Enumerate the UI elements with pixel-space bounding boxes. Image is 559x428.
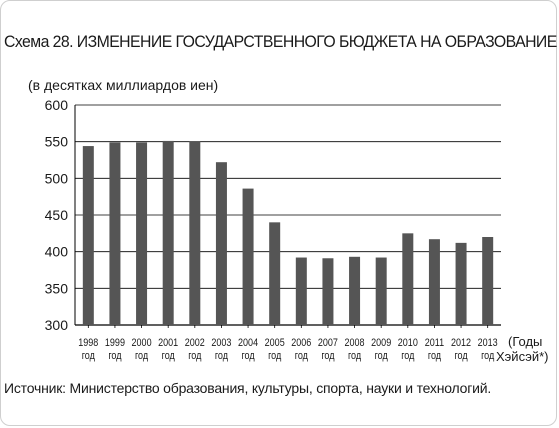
x-tick-year-word: год [82,350,95,362]
x-tick-year-word: год [321,350,334,362]
bar [215,162,227,325]
bar [428,239,440,325]
x-tick-label: 2005 [265,337,285,349]
x-tick-year-word: год [188,350,201,362]
bar [242,188,254,325]
bar [402,233,414,325]
x-axis-label: Хэйсэй*) [496,349,549,364]
y-axis-label: (в десятках миллиардов иен) [28,77,219,93]
x-tick-year-word: год [481,350,494,362]
y-tick-label: 500 [45,170,69,186]
x-axis-label: (Годы [508,334,542,349]
x-tick-year-word: год [108,350,121,362]
x-tick-label: 2013 [478,337,498,349]
x-tick-year-word: год [215,350,228,362]
x-tick-year-word: год [454,350,467,362]
x-tick-year-word: год [268,350,281,362]
y-tick-label: 550 [45,134,69,150]
bar [455,242,467,325]
source-note: Источник: Министерство образования, куль… [4,380,492,396]
x-tick-label: 2008 [345,337,365,349]
bar [162,140,174,325]
x-tick-year-word: год [401,350,414,362]
x-tick-label: 2012 [451,337,471,349]
bar [109,142,121,325]
x-tick-label: 2006 [291,337,311,349]
y-tick-label: 350 [45,280,69,296]
x-tick-label: 2001 [158,337,178,349]
y-tick-label: 600 [45,97,69,113]
x-tick-label: 2007 [318,337,338,349]
y-tick-label: 300 [45,317,69,333]
x-tick-label: 1999 [105,337,125,349]
x-tick-label: 2009 [371,337,391,349]
y-tick-label: 450 [45,207,69,223]
chart-title: Схема 28. ИЗМЕНЕНИЕ ГОСУДАРСТВЕННОГО БЮД… [4,32,557,51]
bar [136,142,148,325]
x-tick-year-word: год [375,350,388,362]
x-tick-year-word: год [162,350,175,362]
bar [322,258,334,325]
bar [295,257,307,325]
bar [482,237,494,325]
x-tick-label: 1998 [78,337,98,349]
bar [375,257,387,325]
x-tick-label: 2000 [132,337,152,349]
x-tick-label: 2010 [398,337,418,349]
bar [349,256,361,325]
x-tick-label: 2003 [211,337,231,349]
y-tick-label: 400 [45,244,69,260]
bar [82,146,94,325]
x-tick-label: 2011 [425,337,445,349]
x-tick-year-word: год [135,350,148,362]
bar [269,222,281,325]
x-tick-year-word: год [428,350,441,362]
bar [189,141,201,325]
x-tick-label: 2002 [185,337,205,349]
x-tick-year-word: год [241,350,254,362]
x-tick-year-word: год [295,350,308,362]
x-tick-year-word: год [348,350,361,362]
x-tick-label: 2004 [238,337,258,349]
